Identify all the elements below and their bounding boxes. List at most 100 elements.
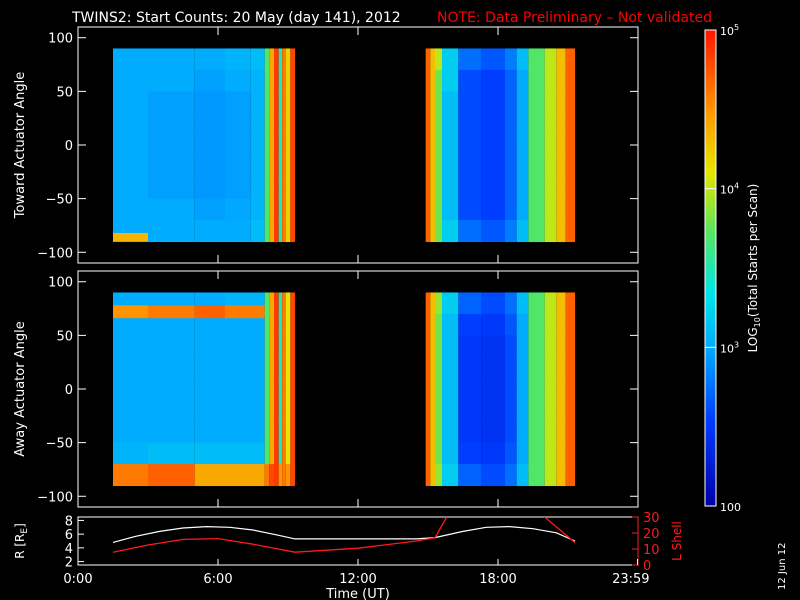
away-heatmap-cell <box>194 421 225 444</box>
away-heatmap-cell <box>528 292 545 315</box>
toward-heatmap-cell <box>458 69 482 92</box>
away-heatmap-cell <box>430 399 435 422</box>
away-heatmap-cell <box>269 464 274 487</box>
toward-heatmap-cell <box>282 198 286 221</box>
away-heatmap-cell <box>505 292 517 315</box>
toward-heatmap-cell <box>269 91 274 114</box>
away-heatmap-cell <box>113 421 148 444</box>
away-heatmap-cell <box>113 464 148 487</box>
time-x-tick-label: 6:00 <box>203 572 232 587</box>
lshell-y-tick-label: 20 <box>643 527 660 542</box>
toward-heatmap-cell <box>430 69 435 92</box>
away-heatmap-cell <box>528 421 545 444</box>
toward-heatmap-cell <box>290 198 295 221</box>
away-heatmap-cell <box>516 421 529 444</box>
away-heatmap-cell <box>194 356 225 379</box>
toward-heatmap-cell <box>290 69 295 92</box>
away-heatmap-cell <box>565 442 575 465</box>
toward-heatmap-cell <box>556 177 566 200</box>
toward-heatmap-cell <box>435 198 442 221</box>
away-heatmap-cell <box>556 378 566 401</box>
toward-heatmap-cell <box>285 220 291 243</box>
away-heatmap-cell <box>282 335 286 358</box>
away-heatmap-cell <box>425 292 431 315</box>
away-heatmap-cell <box>481 378 505 401</box>
away-heatmap-cell <box>505 442 517 465</box>
toward-heatmap-cell <box>282 134 286 157</box>
away-y-tick-label: −100 <box>37 490 73 505</box>
away-heatmap-cell <box>225 335 265 358</box>
away-heatmap-cell <box>556 399 566 422</box>
lshell-line <box>544 517 576 544</box>
away-heatmap-cell <box>269 378 274 401</box>
away-heatmap-cell <box>505 399 517 422</box>
toward-heatmap-cell <box>435 220 442 243</box>
away-heatmap-cell <box>458 421 482 444</box>
away-heatmap-cell <box>274 313 279 336</box>
toward-heatmap-cell <box>516 155 529 178</box>
away-heatmap-cell <box>282 378 286 401</box>
toward-heatmap-cell <box>194 155 225 178</box>
toward-heatmap-cell <box>194 177 225 200</box>
away-heatmap-cell <box>285 292 291 315</box>
away-heatmap-cell <box>435 292 442 315</box>
toward-heatmap-cell <box>274 155 279 178</box>
away-heatmap-cell <box>278 399 283 422</box>
away-heatmap-cell <box>442 464 459 487</box>
toward-heatmap-cell <box>285 69 291 92</box>
away-heatmap-cell <box>458 356 482 379</box>
toward-heatmap-cell <box>264 155 270 178</box>
toward-heatmap-cell <box>285 112 291 135</box>
away-heatmap-cell <box>505 313 517 336</box>
toward-heatmap-cell <box>430 134 435 157</box>
toward-heatmap-cell <box>430 112 435 135</box>
toward-heatmap-cell <box>290 48 295 71</box>
toward-heatmap-cell <box>544 134 557 157</box>
toward-heatmap-cell <box>264 198 270 221</box>
toward-heatmap-cell <box>516 134 529 157</box>
away-heatmap-cell <box>278 292 283 315</box>
toward-panel: 100 50 0 −50 −100 Toward Actuator Angle <box>13 26 639 264</box>
lshell-line <box>434 517 448 539</box>
toward-heatmap-cell <box>528 177 545 200</box>
toward-heatmap-cell <box>435 91 442 114</box>
away-heatmap-cell <box>278 335 283 358</box>
away-heatmap-cell <box>278 442 283 465</box>
r-y-tick-label: 6 <box>65 528 73 543</box>
away-heatmap-cell <box>430 378 435 401</box>
colorbar-label-post: (Total Starts per Scan) <box>746 184 760 318</box>
toward-heatmap-cell <box>458 112 482 135</box>
toward-heatmap-cell <box>225 155 251 178</box>
away-heatmap-cell <box>269 335 274 358</box>
away-heatmap-cell <box>481 356 505 379</box>
colorbar-tick-exponent: 3 <box>734 340 739 349</box>
toward-heatmap-cell <box>481 48 505 71</box>
toward-heatmap-cell <box>565 112 575 135</box>
r-axis-label-close: ] <box>13 523 27 528</box>
away-heatmap-cell <box>269 399 274 422</box>
toward-heatmap-cell <box>481 134 505 157</box>
toward-heatmap-cell <box>556 198 566 221</box>
toward-heatmap-cell <box>250 48 265 71</box>
away-heatmap-cell <box>505 421 517 444</box>
away-heatmap-cell <box>274 464 279 487</box>
away-heatmap-cell <box>516 356 529 379</box>
toward-heatmap-cell <box>425 155 431 178</box>
toward-heatmap-cell <box>225 198 251 221</box>
toward-heatmap-cell <box>505 69 517 92</box>
toward-heatmap-cell <box>285 155 291 178</box>
away-heatmap-cell <box>425 464 431 487</box>
away-heatmap-cell <box>274 292 279 315</box>
toward-heatmap-cell <box>430 48 435 71</box>
toward-heatmap-cell <box>528 220 545 243</box>
toward-heatmap-cell <box>516 69 529 92</box>
away-heatmap-cell <box>544 378 557 401</box>
toward-heatmap-cell <box>442 177 459 200</box>
away-heatmap-cell <box>435 464 442 487</box>
away-heatmap-cell <box>278 356 283 379</box>
away-heatmap-cell <box>565 421 575 444</box>
away-heatmap-cell <box>113 335 148 358</box>
away-heatmap-cell <box>458 313 482 336</box>
away-heatmap-cell <box>278 421 283 444</box>
